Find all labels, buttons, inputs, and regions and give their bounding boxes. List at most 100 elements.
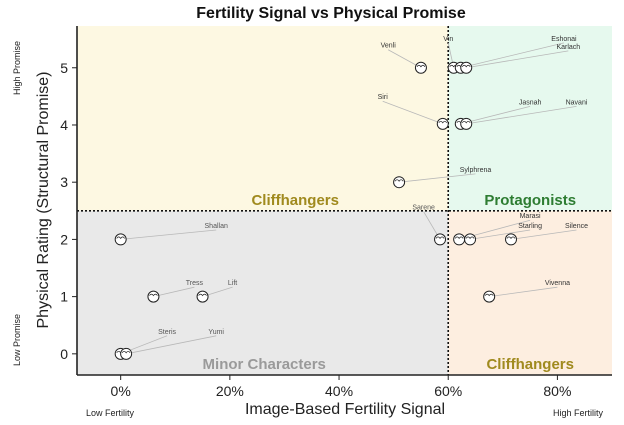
- y-tick-label: 5: [60, 60, 68, 76]
- data-point-navani: [460, 117, 473, 130]
- point-marker: [453, 233, 466, 246]
- point-marker: [460, 61, 473, 74]
- x-low-end-label: Low Fertility: [86, 408, 135, 418]
- point-face: [461, 64, 471, 68]
- y-tick-label: 2: [60, 231, 68, 247]
- axes: [76, 26, 612, 376]
- leader-line-karlach: [466, 50, 569, 69]
- x-axis-label: Image-Based Fertility Signal: [245, 401, 445, 418]
- data-point-karlach: [460, 61, 473, 74]
- point-marker: [120, 347, 133, 360]
- data-point-starling: [464, 233, 477, 246]
- point-label-vin: Vin: [443, 36, 453, 43]
- point-face: [506, 236, 516, 240]
- point-marker: [434, 233, 447, 246]
- quadrant-label-top-left: Cliffhangers: [251, 192, 339, 209]
- point-marker: [196, 290, 209, 303]
- quadrant-backgrounds: [77, 26, 612, 375]
- y-tick-label: 3: [60, 174, 68, 190]
- x-high-end-label: High Fertility: [553, 408, 604, 418]
- quadrant-top-right: [448, 26, 612, 211]
- point-label-yumi: Yumi: [208, 329, 224, 336]
- data-points: [114, 61, 518, 360]
- leader-line-tress: [153, 286, 195, 298]
- point-label-silence: Silence: [565, 223, 588, 230]
- point-label-navani: Navani: [566, 99, 588, 106]
- data-point-yumi: [120, 347, 133, 360]
- x-tick-label: 60%: [434, 383, 462, 399]
- point-label-sylphrena: Sylphrena: [460, 167, 492, 174]
- leader-line-silence: [510, 229, 577, 240]
- chart-title: Fertility Signal vs Physical Promise: [196, 5, 466, 22]
- point-face: [116, 236, 125, 240]
- quadrant-label-bottom-left: Minor Characters: [203, 356, 326, 373]
- data-point-siri: [436, 117, 449, 130]
- x-tick-label: 40%: [325, 383, 353, 399]
- point-face: [465, 236, 475, 240]
- data-point-tress: [147, 290, 160, 303]
- data-point-silence: [505, 233, 518, 246]
- quadrant-top-left: [77, 26, 449, 211]
- point-label-tress: Tress: [186, 280, 204, 287]
- leader-line-navani: [466, 105, 577, 125]
- data-point-shallan: [114, 233, 127, 246]
- leader-line-starling: [469, 229, 531, 240]
- point-label-shallan: Shallan: [205, 223, 228, 230]
- point-face: [149, 293, 158, 297]
- point-marker: [464, 233, 477, 246]
- quadrant-bottom-left: [77, 210, 449, 375]
- point-label-starling: Starling: [518, 223, 542, 230]
- point-marker: [436, 117, 449, 130]
- point-label-marasi: Marasi: [520, 213, 541, 220]
- quadrant-label-bottom-right: Cliffhangers: [486, 356, 574, 373]
- y-tick-label: 1: [60, 289, 68, 305]
- data-point-venli: [414, 61, 427, 74]
- point-label-jasnah: Jasnah: [519, 99, 542, 106]
- point-marker: [460, 117, 473, 130]
- leader-line-yumi: [126, 335, 217, 355]
- y-tick-label: 4: [60, 117, 68, 133]
- quadrant-label-top-right: Protagonists: [484, 192, 576, 209]
- x-tick-label: 20%: [216, 383, 244, 399]
- x-tick-label: 0%: [111, 383, 131, 399]
- axis-ticks: 0% 20% 40% 60% 80% 0 1 2 3 4 5: [60, 60, 571, 399]
- leader-line-vivenna: [489, 286, 558, 298]
- point-label-venli: Venli: [381, 43, 397, 50]
- data-point-sarene: [434, 233, 447, 246]
- point-label-siri: Siri: [378, 94, 389, 101]
- y-low-end-label: Low Promise: [12, 314, 22, 366]
- point-label-eshonai: Eshonai: [551, 36, 577, 43]
- threshold-lines: [77, 26, 612, 375]
- point-marker: [114, 233, 127, 246]
- data-point-lift: [196, 290, 209, 303]
- point-face: [198, 293, 207, 297]
- y-high-end-label: High Promise: [12, 41, 22, 95]
- point-face: [416, 64, 426, 68]
- leader-line-venli: [387, 49, 422, 69]
- point-face: [435, 236, 445, 240]
- point-label-lift: Lift: [228, 280, 237, 287]
- point-label-sarene: Sarene: [412, 205, 435, 212]
- point-label-vivenna: Vivenna: [545, 280, 570, 287]
- y-tick-label: 0: [60, 346, 68, 362]
- leader-line-jasnah: [460, 105, 531, 125]
- y-axis-label: Physical Rating (Structural Promise): [35, 72, 52, 329]
- point-label-steris: Steris: [158, 329, 176, 336]
- point-label-karlach: Karlach: [556, 44, 580, 51]
- leader-line-siri: [382, 100, 443, 125]
- point-marker: [147, 290, 160, 303]
- point-marker: [483, 290, 496, 303]
- point-marker: [393, 176, 406, 189]
- point-face: [394, 179, 404, 182]
- point-marker: [414, 61, 427, 74]
- data-point-sylphrena: [393, 176, 406, 189]
- point-face: [454, 236, 464, 240]
- quadrant-labels: Cliffhangers Protagonists Minor Characters…: [203, 192, 577, 373]
- leader-line-shallan: [120, 229, 217, 240]
- leader-lines: [120, 42, 577, 355]
- leader-line-sylphrena: [399, 173, 476, 183]
- point-face: [484, 293, 494, 297]
- point-face: [121, 350, 131, 354]
